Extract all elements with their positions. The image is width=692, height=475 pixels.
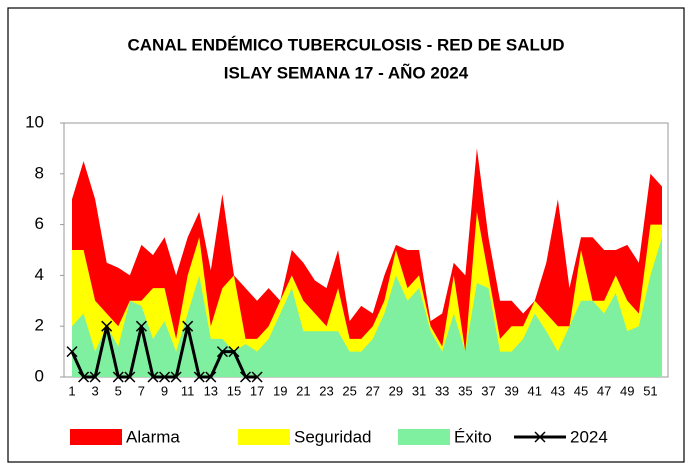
marker bbox=[112, 371, 124, 383]
x-tick-label: 39 bbox=[504, 383, 518, 398]
marker bbox=[182, 320, 194, 332]
x-tick-label: 29 bbox=[389, 383, 403, 398]
x-tick-label: 11 bbox=[181, 383, 195, 398]
x-tick-label: 35 bbox=[458, 383, 472, 398]
x-tick-label: 25 bbox=[342, 383, 356, 398]
y-tick-label: 2 bbox=[35, 316, 44, 335]
y-tick-label: 6 bbox=[35, 214, 44, 233]
legend-swatch bbox=[238, 429, 290, 445]
legend-swatch bbox=[70, 429, 122, 445]
x-tick-label: 33 bbox=[435, 383, 449, 398]
x-tick-label: 5 bbox=[115, 383, 122, 398]
x-tick-label: 49 bbox=[620, 383, 634, 398]
marker bbox=[193, 371, 205, 383]
marker bbox=[89, 371, 101, 383]
x-tick-label: 9 bbox=[161, 383, 168, 398]
marker bbox=[147, 371, 159, 383]
x-tick-label: 1 bbox=[68, 383, 75, 398]
legend-label: Alarma bbox=[126, 427, 180, 446]
y-tick-label: 0 bbox=[35, 366, 44, 385]
x-tick-label: 37 bbox=[481, 383, 495, 398]
x-tick-label: 13 bbox=[204, 383, 218, 398]
marker bbox=[124, 371, 136, 383]
chart-subtitle: ISLAY SEMANA 17 - AÑO 2024 bbox=[224, 62, 469, 82]
x-tick-label: 23 bbox=[319, 383, 333, 398]
y-tick-label: 8 bbox=[35, 163, 44, 182]
marker bbox=[216, 346, 228, 358]
x-tick-label: 47 bbox=[597, 383, 611, 398]
marker bbox=[228, 346, 240, 358]
marker bbox=[205, 371, 217, 383]
x-tick-label: 27 bbox=[366, 383, 380, 398]
x-tick-label: 7 bbox=[138, 383, 145, 398]
legend-label: Seguridad bbox=[294, 427, 372, 446]
area bbox=[72, 211, 662, 377]
marker bbox=[135, 320, 147, 332]
x-tick-label: 17 bbox=[250, 383, 264, 398]
marker bbox=[159, 371, 171, 383]
legend-label: 2024 bbox=[570, 427, 608, 446]
x-tick-label: 3 bbox=[92, 383, 99, 398]
marker bbox=[78, 371, 90, 383]
x-tick-label: 45 bbox=[574, 383, 588, 398]
chart-title: CANAL ENDÉMICO TUBERCULOSIS - RED DE SAL… bbox=[128, 35, 565, 54]
marker bbox=[239, 371, 252, 383]
marker bbox=[251, 371, 263, 383]
x-tick-label: 21 bbox=[296, 383, 310, 398]
x-tick-label: 41 bbox=[528, 383, 542, 398]
x-tick-label: 31 bbox=[412, 383, 426, 398]
x-tick-label: 15 bbox=[227, 383, 241, 398]
y-tick-label: 4 bbox=[35, 265, 44, 284]
chart-frame bbox=[7, 7, 685, 463]
marker bbox=[101, 320, 113, 332]
y-tick-label: 10 bbox=[25, 112, 44, 131]
marker bbox=[170, 371, 182, 383]
legend-label: Éxito bbox=[454, 427, 492, 446]
x-tick-label: 19 bbox=[273, 383, 287, 398]
x-tick-label: 51 bbox=[643, 383, 657, 398]
legend-swatch bbox=[398, 429, 450, 445]
area bbox=[72, 237, 662, 377]
marker bbox=[66, 346, 78, 358]
x-tick-label: 43 bbox=[551, 383, 565, 398]
legend-marker bbox=[534, 431, 546, 443]
